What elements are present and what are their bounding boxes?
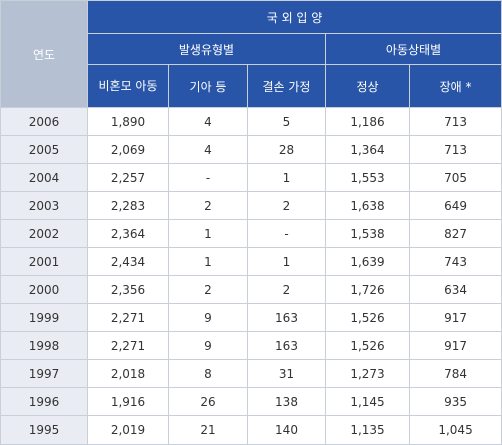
year-cell: 1997 [0,359,88,388]
table-row: 2000 2,356 2 2 1,726 634 [0,275,502,304]
disabled-cell: 827 [408,219,502,248]
normal-cell: 1,553 [325,163,410,192]
normal-cell: 1,135 [325,415,410,445]
normal-cell: 1,273 [325,359,410,388]
disabled-cell: 649 [408,191,502,220]
table-row: 1995 2,019 21 140 1,135 1,045 [0,415,502,445]
column-header-disabled: 장애 * [408,64,502,108]
column-header-abandoned: 기아 등 [168,64,248,108]
child-status-header: 아동상태별 [324,33,502,65]
normal-cell: 1,726 [325,275,410,304]
normal-cell: 1,639 [325,247,410,276]
broken-family-cell: 2 [247,191,326,220]
year-cell: 1996 [0,387,88,416]
table-row: 2005 2,069 4 28 1,364 713 [0,135,502,164]
abandoned-cell: 9 [168,303,248,332]
normal-cell: 1,145 [325,387,410,416]
year-cell: 2001 [0,247,88,276]
year-cell: 2003 [0,191,88,220]
abandoned-cell: - [168,163,248,192]
abandoned-cell: 1 [168,219,248,248]
table-header: 연도 국 외 입 양 발생유형별 아동상태별 비혼모 아동 기아 등 결손 가정… [0,0,502,108]
year-cell: 2004 [0,163,88,192]
table-body: 2006 1,890 4 5 1,186 713 2005 2,069 4 28 1,364 713 2… [0,107,502,445]
disabled-cell: 917 [408,303,502,332]
table-row: 2003 2,283 2 2 1,638 649 [0,191,502,220]
unmarried-mother-cell: 2,069 [87,135,169,164]
unmarried-mother-cell: 2,019 [87,415,169,445]
column-header-normal: 정상 [325,64,410,108]
broken-family-cell: - [247,219,326,248]
year-cell: 2002 [0,219,88,248]
year-cell: 2000 [0,275,88,304]
table-row: 2002 2,364 1-1,538 827 [0,219,502,248]
normal-cell: 1,526 [325,331,410,360]
table-row: 2001 2,434 1 1 1,639 743 [0,247,502,276]
abandoned-cell: 8 [168,359,248,388]
year-cell: 1995 [0,415,88,445]
table-row: 2006 1,890 4 5 1,186 713 [0,107,502,136]
normal-cell: 1,186 [325,107,410,136]
column-header-unmarried-mother: 비혼모 아동 [87,64,169,108]
unmarried-mother-cell: 2,364 [87,219,169,248]
disabled-cell: 713 [408,135,502,164]
abandoned-cell: 26 [168,387,248,416]
abandoned-cell: 21 [168,415,248,445]
table-row: 2004 2,257-1 1,553 705 [0,163,502,192]
abandoned-cell: 1 [168,247,248,276]
unmarried-mother-cell: 2,434 [87,247,169,276]
broken-family-cell: 163 [247,303,326,332]
disabled-cell: 705 [408,163,502,192]
year-cell: 2005 [0,135,88,164]
abandoned-cell: 2 [168,275,248,304]
column-header-broken-family: 결손 가정 [247,64,326,108]
disabled-cell: 743 [408,247,502,276]
year-header: 연도 [0,0,88,108]
table-row: 1998 2,271 9 163 1,526 917 [0,331,502,360]
broken-family-cell: 31 [247,359,326,388]
unmarried-mother-cell: 1,916 [87,387,169,416]
abandoned-cell: 4 [168,135,248,164]
disabled-cell: 634 [408,275,502,304]
broken-family-cell: 1 [247,163,326,192]
abandoned-cell: 2 [168,191,248,220]
broken-family-cell: 140 [247,415,326,445]
broken-family-cell: 163 [247,331,326,360]
unmarried-mother-cell: 2,018 [87,359,169,388]
disabled-cell: 784 [408,359,502,388]
normal-cell: 1,364 [325,135,410,164]
overseas-adoption-header: 국 외 입 양 [86,0,502,34]
disabled-cell: 935 [408,387,502,416]
normal-cell: 1,638 [325,191,410,220]
table-row: 1996 1,916 26 138 1,145 935 [0,387,502,416]
year-cell: 1999 [0,303,88,332]
abandoned-cell: 4 [168,107,248,136]
unmarried-mother-cell: 1,890 [87,107,169,136]
year-cell: 1998 [0,331,88,360]
normal-cell: 1,538 [325,219,410,248]
unmarried-mother-cell: 2,271 [87,331,169,360]
abandoned-cell: 9 [168,331,248,360]
broken-family-cell: 1 [247,247,326,276]
broken-family-cell: 2 [247,275,326,304]
cause-type-header: 발생유형별 [87,33,326,65]
year-cell: 2006 [0,107,88,136]
disabled-cell: 1,045 [408,415,502,445]
broken-family-cell: 138 [247,387,326,416]
table-row: 1999 2,271 9 163 1,526 917 [0,303,502,332]
disabled-cell: 917 [408,331,502,360]
unmarried-mother-cell: 2,283 [87,191,169,220]
broken-family-cell: 5 [247,107,326,136]
unmarried-mother-cell: 2,271 [87,303,169,332]
broken-family-cell: 28 [247,135,326,164]
normal-cell: 1,526 [325,303,410,332]
unmarried-mother-cell: 2,257 [87,163,169,192]
table-row: 1997 2,018 8 31 1,273 784 [0,359,502,388]
unmarried-mother-cell: 2,356 [87,275,169,304]
disabled-cell: 713 [408,107,502,136]
